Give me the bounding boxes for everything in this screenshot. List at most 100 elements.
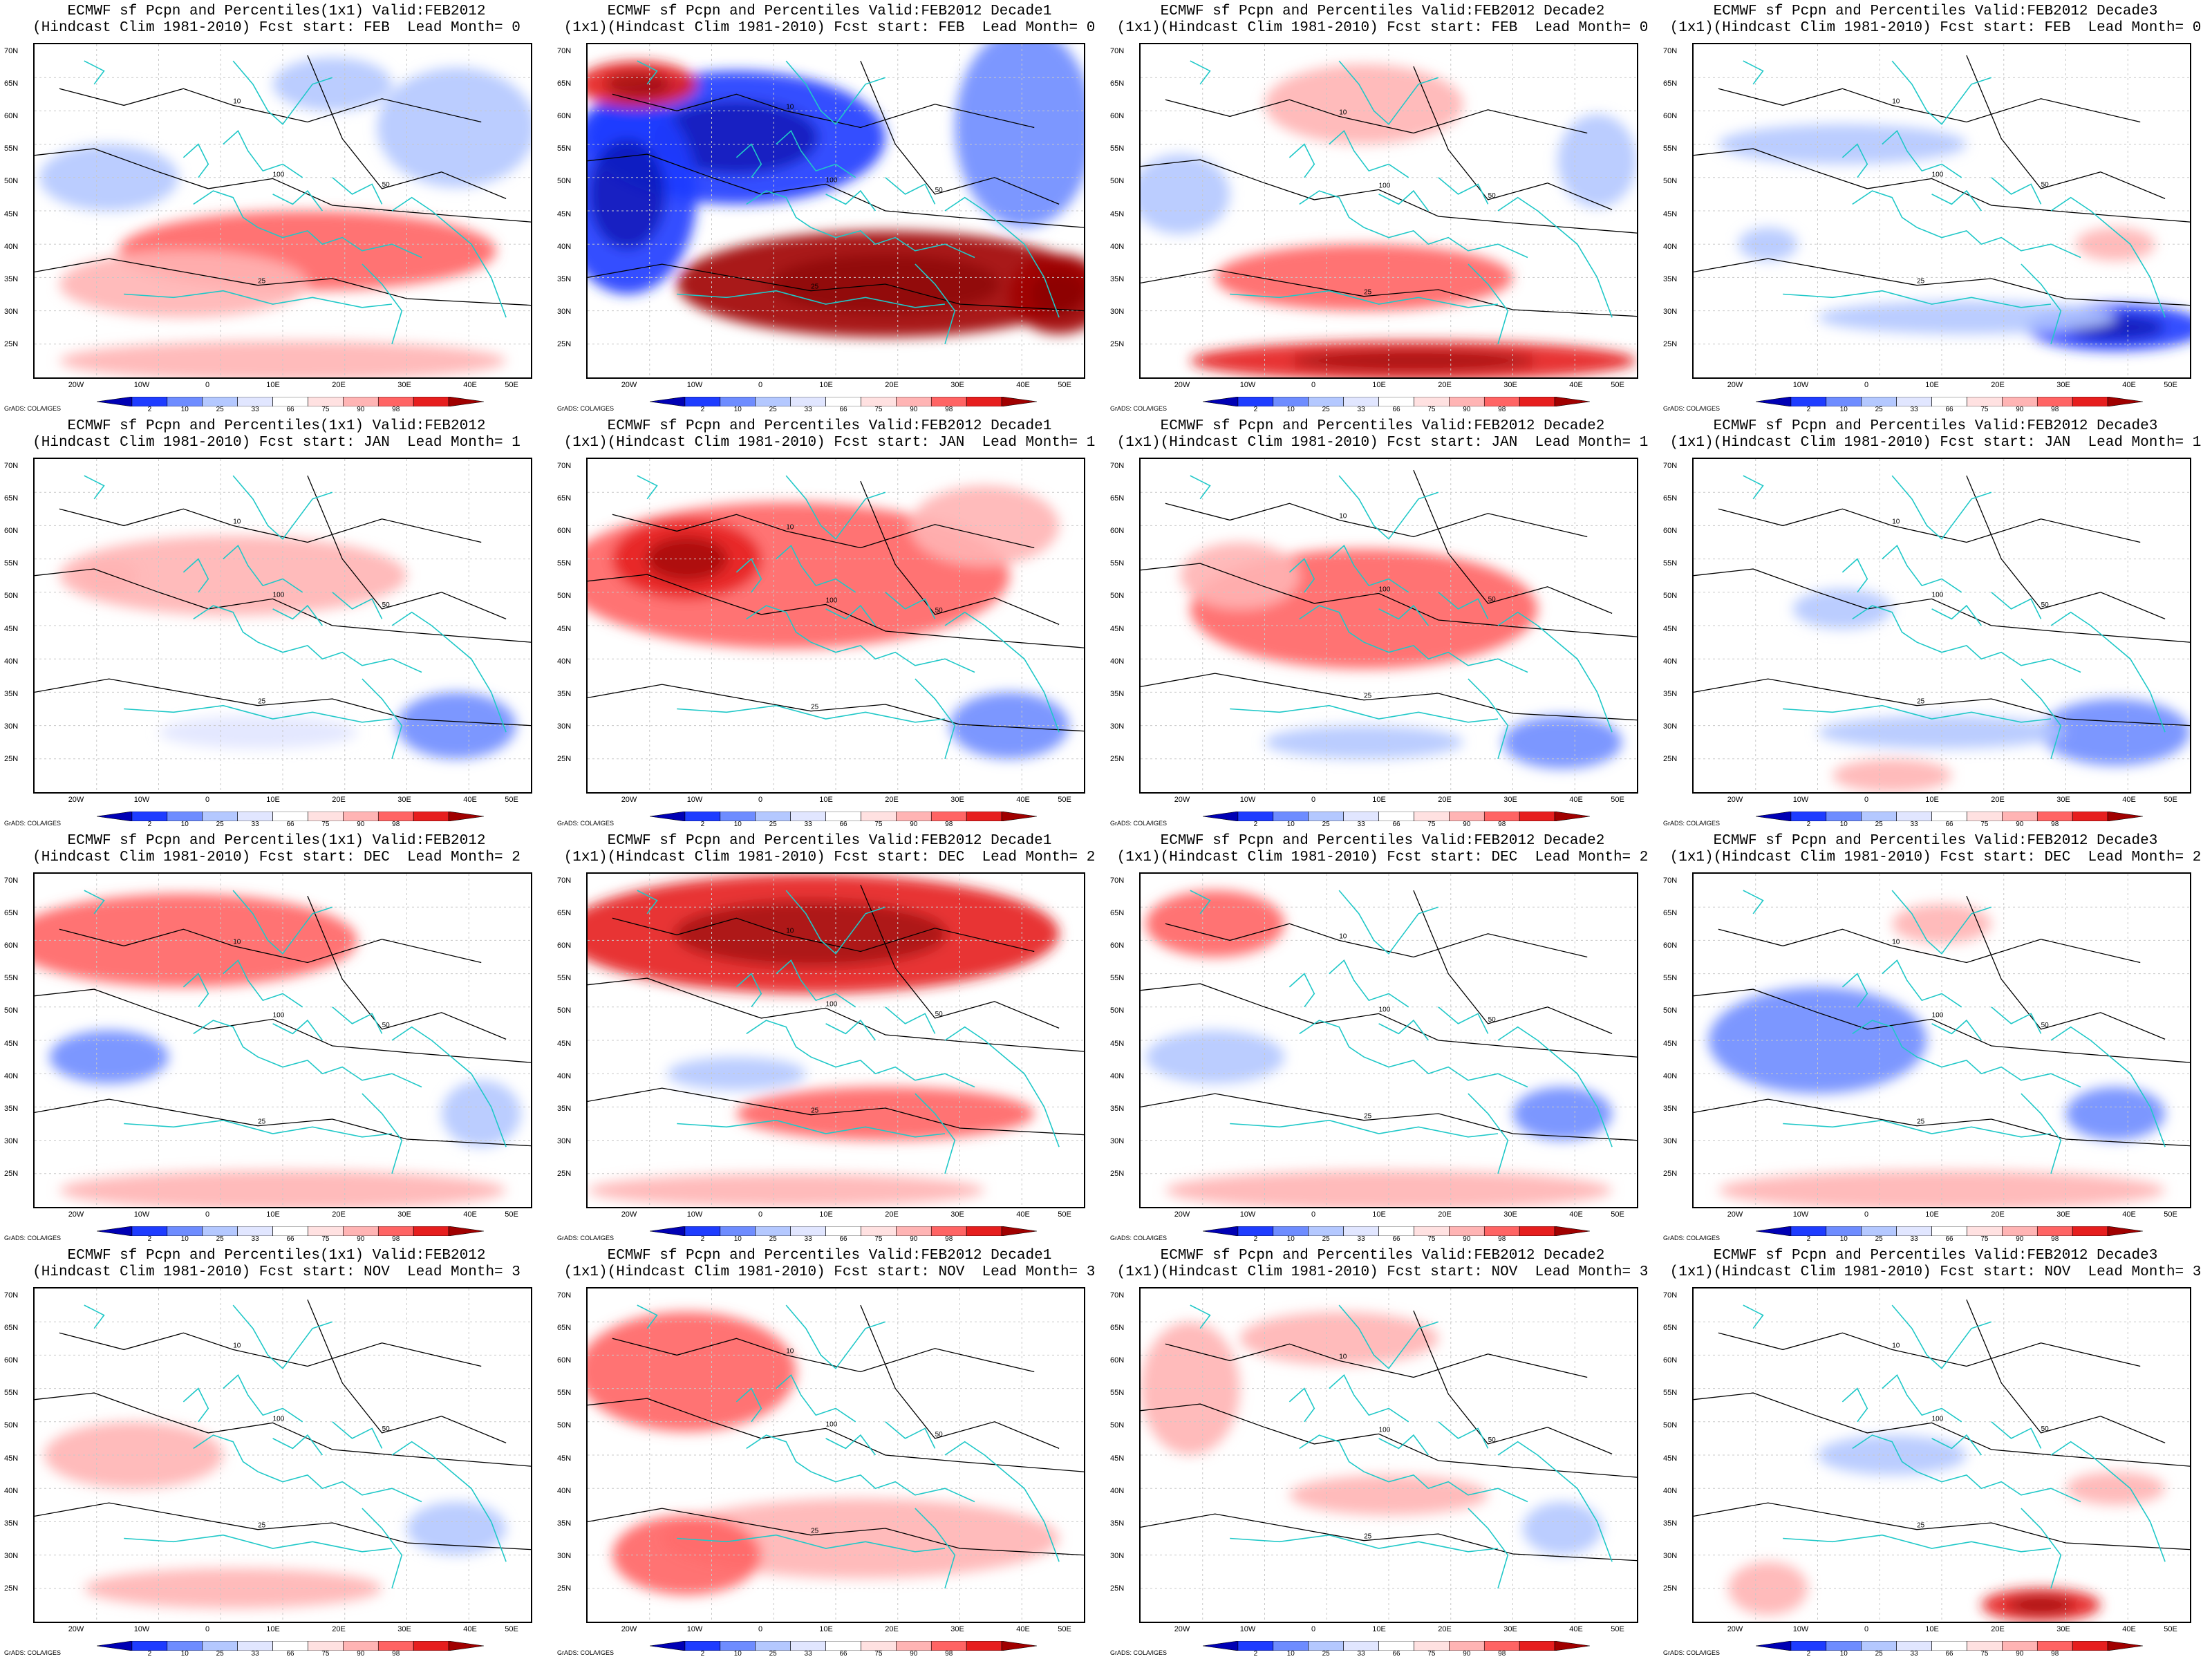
- lat-label: 60N: [4, 527, 19, 535]
- contour-label: 10: [1892, 938, 1900, 946]
- anomaly-region: [736, 1087, 1035, 1141]
- anomaly-region: [272, 57, 392, 111]
- colorbar-tick: 90: [910, 1650, 918, 1658]
- coastline: [272, 1434, 324, 1456]
- lat-label: 40N: [557, 1487, 572, 1495]
- clim-contour: [1966, 55, 2166, 200]
- forecast-panel: ECMWF sf Pcpn and Percentiles Valid:FEB2…: [1659, 830, 2212, 1244]
- contour-label: 10: [1339, 109, 1347, 116]
- lat-label: 30N: [1110, 1137, 1125, 1145]
- colorbar-tick: 25: [1322, 1650, 1330, 1658]
- colorbar-swatch: [2036, 1226, 2073, 1236]
- colorbar-swatch: [202, 812, 238, 821]
- lat-label: 70N: [1110, 1291, 1125, 1300]
- lat-label: 35N: [1110, 275, 1125, 283]
- anomaly-region: [2065, 1087, 2166, 1141]
- coastline: [1497, 1026, 1613, 1147]
- colorbar-swatch: [2107, 812, 2143, 821]
- colorbar-tick: 10: [1839, 1235, 1848, 1243]
- colorbar-swatch: [448, 397, 484, 406]
- contour-label: 25: [811, 1107, 819, 1115]
- precip-map: 100 25 10 50: [1692, 872, 2191, 1208]
- precip-map: 100 25 10 50: [33, 1287, 532, 1623]
- colorbar-tick: 98: [392, 1235, 400, 1243]
- colorbar-tick: 2: [1253, 821, 1258, 828]
- lon-label: 50E: [1611, 1210, 1624, 1219]
- lat-label: 25N: [1110, 755, 1125, 763]
- colorbar-tick: 2: [147, 406, 152, 413]
- panel-subtitle: (1x1)(Hindcast Clim 1981-2010) Fcst star…: [563, 435, 1096, 451]
- lon-label: 10E: [1372, 381, 1386, 389]
- anomaly-region: [44, 1421, 223, 1489]
- panel-subtitle: (1x1)(Hindcast Clim 1981-2010) Fcst star…: [1669, 20, 2202, 36]
- colorbar-tick: 33: [804, 1235, 812, 1243]
- coastline: [272, 604, 324, 626]
- lon-label: 50E: [1058, 796, 1071, 804]
- clim-contour: [860, 480, 1060, 626]
- lat-label: 70N: [1110, 462, 1125, 470]
- colorbar-tick: 66: [839, 1235, 847, 1243]
- coastline: [944, 1441, 1060, 1562]
- coastline: [1438, 1006, 1489, 1034]
- colorbar-swatch: [1483, 1226, 1520, 1236]
- colorbar-swatch: [930, 1641, 967, 1651]
- coastline: [391, 1441, 507, 1562]
- contour-label: 100: [826, 1000, 838, 1008]
- lat-label: 50N: [4, 592, 19, 600]
- lat-label: 25N: [557, 1170, 572, 1178]
- coastline: [1852, 1434, 2081, 1503]
- colorbar-swatch: [1343, 1226, 1379, 1236]
- lat-label: 25N: [557, 340, 572, 348]
- colorbar-swatch: [1790, 1641, 1827, 1651]
- colorbar-swatch: [896, 1641, 932, 1651]
- anomaly-region: [955, 44, 1084, 228]
- colorbar-swatch: [413, 397, 449, 406]
- clim-contour: [307, 475, 507, 620]
- lat-label: 35N: [1663, 690, 1678, 698]
- lat-label: 55N: [4, 1389, 19, 1397]
- colorbar-tick: 33: [804, 1650, 812, 1658]
- lon-label: 20E: [1991, 381, 2005, 389]
- lat-label: 65N: [1110, 494, 1125, 503]
- coastline: [1841, 1387, 1868, 1423]
- colorbar-tick: 75: [1427, 406, 1436, 413]
- lat-label: 25N: [1110, 340, 1125, 348]
- clim-contour: [1165, 503, 1588, 538]
- colorbar-tick: 33: [251, 406, 259, 413]
- lon-label: 50E: [505, 1210, 518, 1219]
- colorbar-swatch: [2036, 1641, 2073, 1651]
- coastline: [84, 1304, 105, 1329]
- colorbar-swatch: [650, 812, 686, 821]
- coastline: [915, 678, 956, 760]
- lat-label: 65N: [1663, 1324, 1678, 1332]
- colorbar-swatch: [131, 812, 168, 821]
- coastline: [1329, 1374, 1409, 1423]
- lon-label: 10E: [1372, 796, 1386, 804]
- colorbar-swatch: [97, 1226, 133, 1236]
- colorbar-swatch: [684, 1226, 721, 1236]
- clim-contour: [35, 988, 531, 1063]
- colorbar-swatch: [131, 1641, 168, 1651]
- colorbar-swatch: [167, 1641, 203, 1651]
- lat-label: 45N: [1663, 1454, 1678, 1463]
- colorbar-swatch: [1483, 812, 1520, 821]
- colorbar-swatch: [97, 812, 133, 821]
- lat-label: 45N: [4, 1454, 19, 1463]
- forecast-panel: ECMWF sf Pcpn and Percentiles Valid:FEB2…: [553, 830, 1106, 1244]
- lon-label: 10E: [1372, 1625, 1386, 1633]
- lon-label: 40E: [1569, 796, 1583, 804]
- colorbar-swatch: [1790, 397, 1827, 406]
- coastline: [746, 1020, 975, 1088]
- contour-label: 25: [1364, 289, 1372, 297]
- colorbar-tick: 75: [874, 1650, 883, 1658]
- colorbar-tick: 90: [1463, 1235, 1471, 1243]
- lon-label: 10W: [1239, 1210, 1256, 1219]
- colorbar-tick: 75: [874, 406, 883, 413]
- lat-label: 25N: [557, 1584, 572, 1593]
- contour-label: 100: [273, 591, 285, 599]
- colorbar-swatch: [1343, 397, 1379, 406]
- coastline: [1378, 604, 1430, 626]
- coastline: [1852, 605, 2081, 673]
- coastline: [1931, 1019, 1983, 1041]
